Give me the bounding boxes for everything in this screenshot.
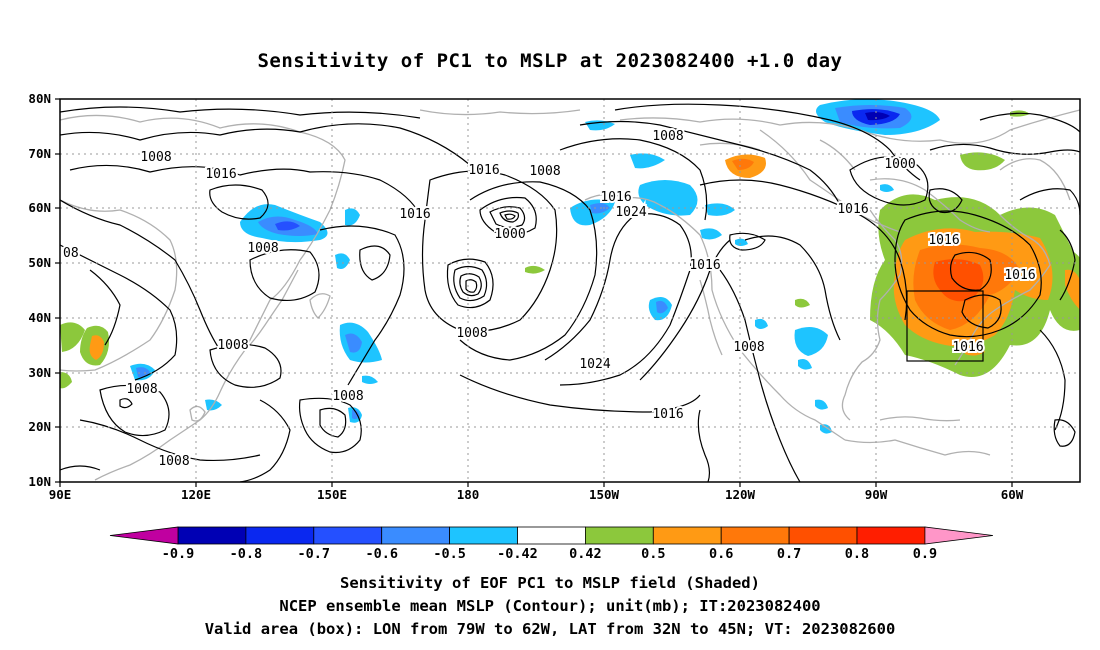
colorbar-label: -0.7 bbox=[298, 546, 331, 562]
colorbar-label: -0.42 bbox=[497, 546, 538, 562]
contour-label: 1000 bbox=[884, 157, 915, 172]
contour-label: 1008 bbox=[652, 129, 683, 144]
caption-shaded: Sensitivity of EOF PC1 to MSLP field (Sh… bbox=[340, 574, 760, 592]
lon-label: 90E bbox=[49, 487, 72, 502]
lat-label: 50N bbox=[28, 255, 51, 270]
colorbar-low-arrow bbox=[109, 526, 179, 545]
lon-label: 120E bbox=[181, 487, 211, 502]
contour-label: 1024 bbox=[579, 357, 610, 372]
colorbar-segment bbox=[720, 526, 790, 545]
colorbar-segment bbox=[788, 526, 858, 545]
colorbar-label: 0.42 bbox=[569, 546, 602, 562]
contour-label: 1016 bbox=[952, 340, 983, 355]
colorbar-segment bbox=[245, 526, 315, 545]
contour-label: 1024 bbox=[615, 205, 646, 220]
lon-label: 60W bbox=[1001, 487, 1024, 502]
colorbar-label: -0.5 bbox=[433, 546, 466, 562]
colorbar-label: 0.8 bbox=[845, 546, 869, 562]
contour-label: 1008 bbox=[140, 150, 171, 165]
colorbar-label: 0.7 bbox=[777, 546, 801, 562]
contour-label: 1016 bbox=[837, 202, 868, 217]
contour-label: 1016 bbox=[399, 207, 430, 222]
lon-label: 90W bbox=[865, 487, 888, 502]
lat-label: 70N bbox=[28, 146, 51, 161]
contour-label: 1016 bbox=[1004, 268, 1035, 283]
lon-label: 120W bbox=[725, 487, 756, 502]
contour-label: 1008 bbox=[217, 338, 248, 353]
lon-label: 180 bbox=[457, 487, 480, 502]
colorbar-segment bbox=[177, 526, 247, 545]
contour-label: 1008 bbox=[126, 382, 157, 397]
contour-label: 1008 bbox=[733, 340, 764, 355]
colorbar-segment bbox=[381, 526, 451, 545]
colorbar-segment bbox=[449, 526, 518, 545]
colorbar-high-arrow bbox=[924, 526, 993, 545]
colorbar-segment bbox=[652, 526, 722, 545]
latitude-labels: 80N 70N 60N 50N 40N 30N 20N 10N bbox=[28, 91, 51, 489]
caption-valid-area: Valid area (box): LON from 79W to 62W, L… bbox=[204, 620, 896, 638]
lon-label: 150E bbox=[317, 487, 347, 502]
colorbar-label: -0.8 bbox=[230, 546, 263, 562]
colorbar-segment bbox=[517, 526, 586, 545]
map-frame bbox=[59, 98, 1081, 483]
lat-label: 60N bbox=[28, 200, 51, 215]
caption-contour: NCEP ensemble mean MSLP (Contour); unit(… bbox=[279, 597, 821, 615]
colorbar-segment bbox=[585, 526, 654, 545]
contour-label: 1016 bbox=[652, 407, 683, 422]
lat-label: 30N bbox=[28, 365, 51, 380]
contour-label: 1008 bbox=[529, 164, 560, 179]
lat-label: 20N bbox=[28, 419, 51, 434]
contour-label: 1016 bbox=[468, 163, 499, 178]
contour-label: 08 bbox=[63, 246, 79, 261]
colorbar-label: -0.9 bbox=[162, 546, 195, 562]
longitude-labels: 90E 120E 150E 180 150W 120W 90W 60W bbox=[49, 487, 1024, 502]
page-title: Sensitivity of PC1 to MSLP at 2023082400… bbox=[257, 50, 843, 72]
lat-label: 80N bbox=[28, 91, 51, 106]
contour-label: 1016 bbox=[600, 190, 631, 205]
valid-area-box bbox=[906, 290, 984, 362]
lat-lon-grid bbox=[60, 99, 1080, 482]
colorbar-labels: -0.9 -0.8 -0.7 -0.6 -0.5 -0.42 0.42 0.5 0.6 0.7 0.… bbox=[162, 546, 937, 562]
lon-label: 150W bbox=[589, 487, 620, 502]
contour-label: 1016 bbox=[928, 233, 959, 248]
contour-label: 1008 bbox=[332, 389, 363, 404]
contour-label: 1016 bbox=[205, 167, 236, 182]
colorbar-label: 0.9 bbox=[913, 546, 937, 562]
colorbar-label: -0.6 bbox=[365, 546, 398, 562]
contour-label: 1008 bbox=[158, 454, 189, 469]
lat-label: 10N bbox=[28, 474, 51, 489]
colorbar-label: 0.5 bbox=[641, 546, 665, 562]
lat-label: 40N bbox=[28, 310, 51, 325]
axis-ticks bbox=[55, 98, 1013, 487]
colorbar-label: 0.6 bbox=[709, 546, 733, 562]
contour-label: 1016 bbox=[689, 258, 720, 273]
positive-sensitivity-shading bbox=[60, 110, 1080, 389]
colorbar-segment bbox=[856, 526, 926, 545]
contour-label: 1000 bbox=[494, 227, 525, 242]
contour-label: 1008 bbox=[456, 326, 487, 341]
contour-label: 1008 bbox=[247, 241, 278, 256]
mslp-contours bbox=[60, 103, 1080, 482]
colorbar-segment bbox=[313, 526, 383, 545]
colorbar bbox=[109, 526, 993, 545]
